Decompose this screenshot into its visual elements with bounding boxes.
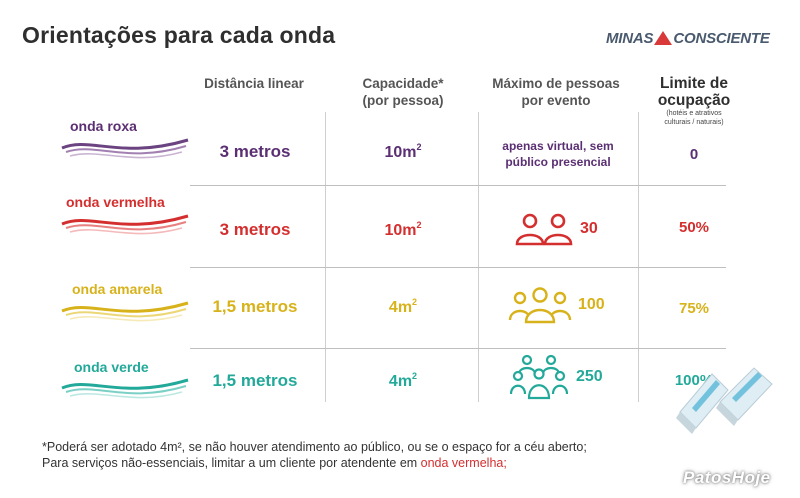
max-count-verde: 250 — [576, 368, 603, 385]
max-people-vermelha: 30 — [514, 212, 598, 246]
page-title: Orientações para cada onda — [22, 22, 336, 48]
three-people-icon — [508, 287, 572, 324]
watermark: PatosHoje — [683, 468, 771, 487]
red-wave-icon — [61, 214, 189, 235]
header-distance: Distância linear — [204, 76, 304, 91]
capacity-sup: 2 — [412, 371, 418, 381]
capacity-roxa: 10m2 — [340, 142, 466, 162]
yellow-wave-icon — [61, 301, 189, 322]
footnote-line2: Para serviços não-essenciais, limitar a … — [42, 456, 507, 470]
header-limit: Limite de ocupação (hotéis e atrativos c… — [642, 75, 746, 127]
header-limit-sub2: culturais / naturais) — [664, 119, 724, 126]
max-count-vermelha: 30 — [580, 220, 598, 237]
capacity-vermelha: 10m2 — [340, 220, 466, 240]
header-capacity-line1: Capacidade* — [362, 76, 444, 91]
capacity-amarela: 4m2 — [340, 297, 466, 317]
triangle-icon — [654, 30, 673, 45]
limit-amarela: 75% — [678, 300, 710, 317]
max-roxa-line2: público presencial — [505, 155, 611, 169]
row-divider — [190, 348, 726, 349]
distance-amarela: 1,5 metros — [212, 297, 298, 316]
capacity-sup: 2 — [416, 142, 422, 152]
header-max-line1: Máximo de pessoas — [492, 76, 620, 91]
footnote-line1: *Poderá ser adotado 4m², se não houver a… — [42, 440, 587, 454]
header-limit-sub1: (hotéis e atrativos — [666, 110, 722, 117]
brand-left: MINAS — [606, 30, 654, 47]
footnote-highlight: onda vermelha; — [420, 456, 507, 470]
header-limit-line1: Limite de — [659, 75, 729, 92]
capacity-sup: 2 — [412, 297, 418, 307]
wave-label-vermelha: onda vermelha — [66, 194, 165, 210]
max-people-amarela: 100 — [508, 286, 605, 324]
row-divider — [190, 185, 726, 186]
max-people-roxa: apenas virtual, sem público presencial — [480, 138, 636, 170]
brand-right: CONSCIENTE — [673, 30, 770, 47]
max-count-amarela: 100 — [578, 296, 605, 313]
brand-logo: MINAS CONSCIENTE — [606, 30, 770, 47]
column-divider — [478, 112, 479, 402]
header-max-people: Máximo de pessoas por evento — [478, 75, 634, 109]
header-max-line2: por evento — [521, 93, 591, 108]
two-people-icon — [515, 213, 573, 246]
wave-label-roxa: onda roxa — [70, 118, 137, 134]
distance-vermelha: 3 metros — [219, 220, 291, 239]
distance-roxa: 3 metros — [219, 142, 291, 161]
five-people-icon — [510, 354, 568, 400]
capacity-value: 4m — [388, 299, 413, 316]
distance-verde: 1,5 metros — [212, 371, 298, 390]
header-capacity: Capacidade* (por pessoa) — [338, 75, 468, 109]
purple-wave-icon — [61, 138, 189, 159]
column-divider — [638, 112, 639, 402]
max-roxa-line1: apenas virtual, sem — [502, 139, 614, 153]
row-divider — [190, 267, 726, 268]
wave-label-verde: onda verde — [74, 359, 149, 375]
column-divider — [325, 112, 326, 402]
header-limit-line2: ocupação — [657, 92, 731, 109]
capacity-value: 4m — [388, 373, 413, 390]
capacity-sup: 2 — [416, 220, 422, 230]
limit-roxa: 0 — [689, 146, 699, 163]
capacity-verde: 4m2 — [340, 371, 466, 391]
green-wave-icon — [61, 378, 189, 399]
footnote-line2-text: Para serviços não-essenciais, limitar a … — [42, 456, 421, 470]
max-people-verde: 250 — [510, 354, 603, 400]
header-capacity-line2: (por pessoa) — [362, 93, 444, 108]
capacity-value: 10m — [384, 222, 417, 239]
wave-label-amarela: onda amarela — [72, 281, 163, 297]
swim-fins-icon — [676, 367, 773, 434]
capacity-value: 10m — [384, 144, 417, 161]
limit-vermelha: 50% — [678, 219, 710, 236]
